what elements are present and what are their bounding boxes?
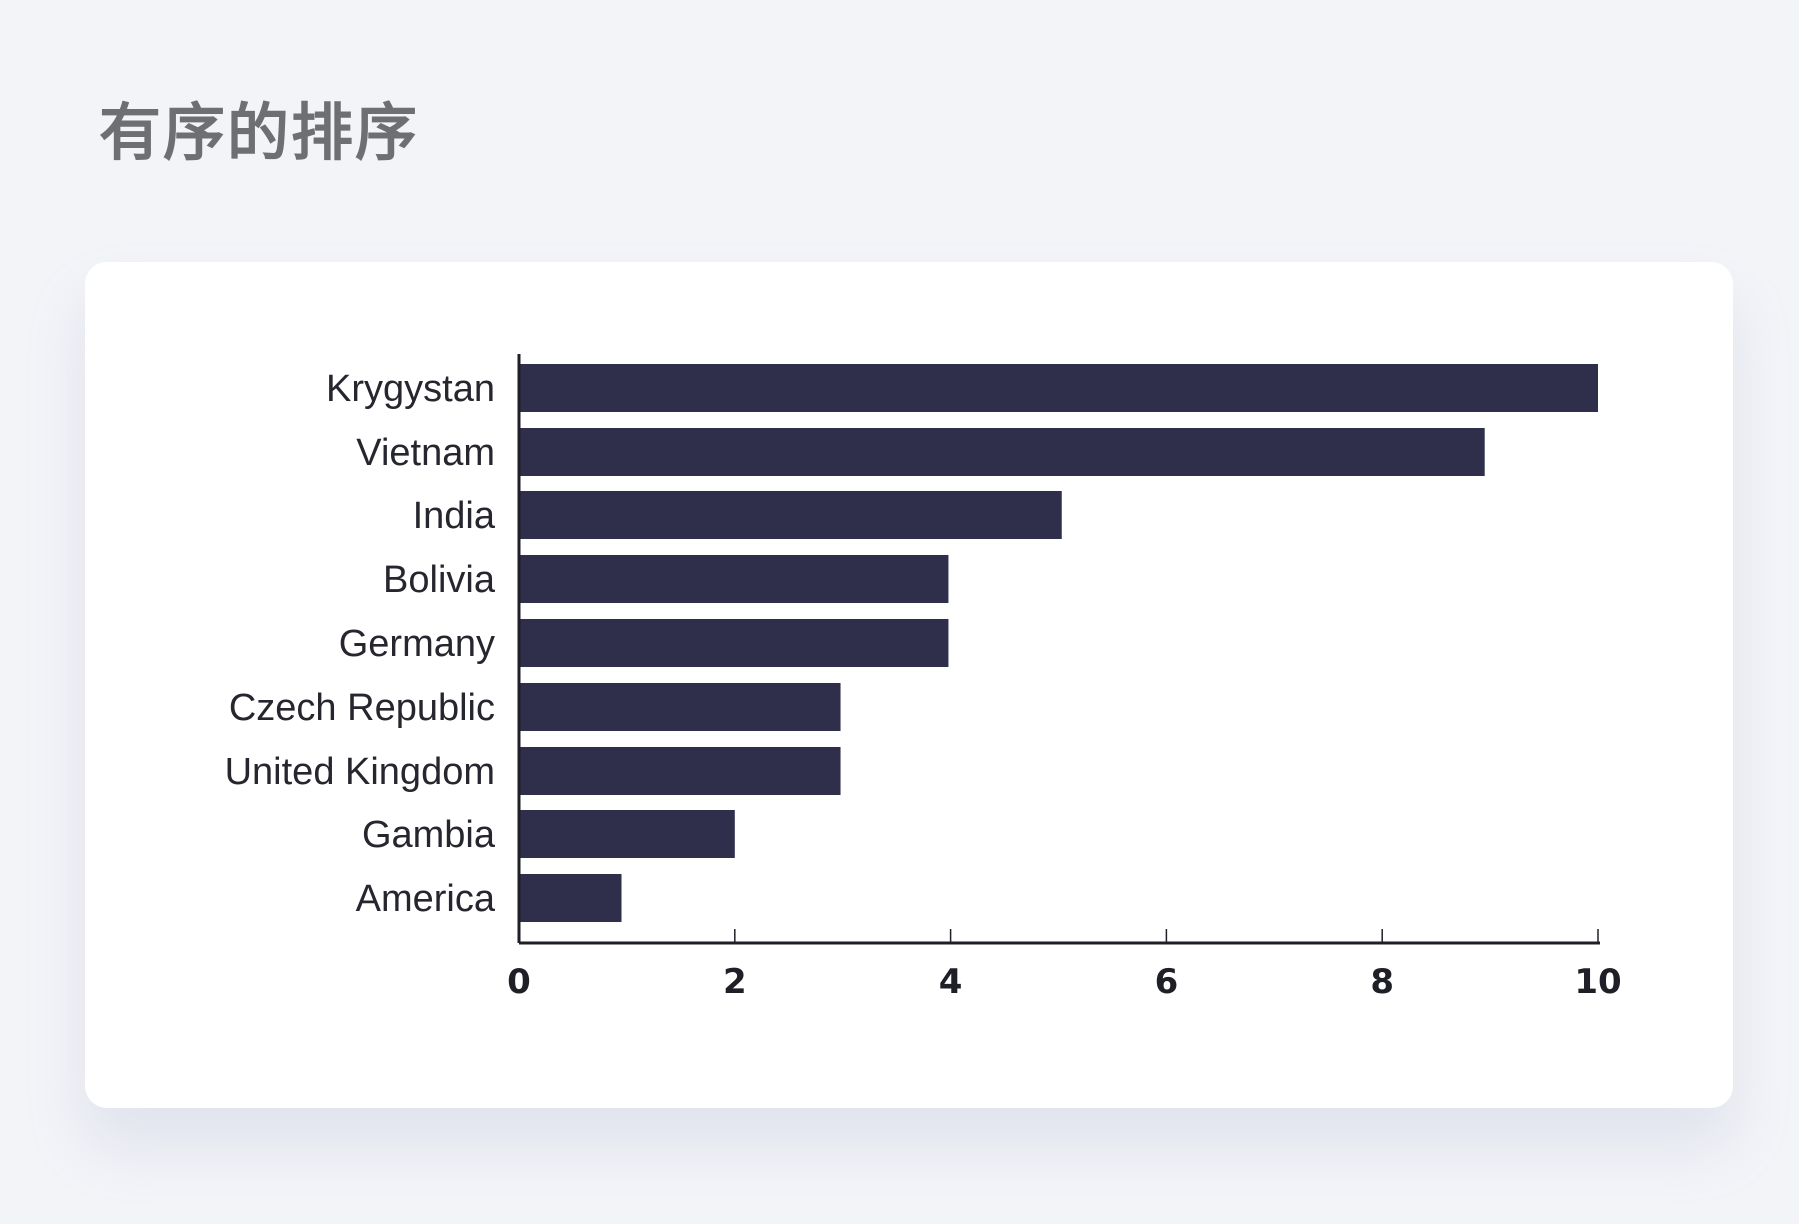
category-label-krygystan: Krygystan [326, 368, 495, 410]
x-tick-label: 0 [507, 962, 531, 1002]
bar-germany [519, 619, 949, 667]
bar-czech-republic [519, 683, 841, 731]
x-tick-label: 6 [1155, 962, 1179, 1002]
bar-america [519, 874, 622, 922]
x-tick-label: 10 [1574, 962, 1621, 1002]
category-labels: Krygystan Vietnam India Bolivia Germany Czech… [225, 368, 496, 920]
chart-card: Krygystan Vietnam India Bolivia Germany Czech… [85, 262, 1733, 1108]
bar-gambia [519, 810, 735, 858]
bars-group [519, 364, 1598, 922]
category-label-germany: Germany [339, 623, 495, 665]
bar-united-kingdom [519, 747, 841, 795]
category-label-india: India [413, 495, 496, 537]
axes [517, 354, 1600, 945]
bar-krygystan [519, 364, 1598, 412]
x-ticks: 0 2 4 6 8 10 [507, 929, 1622, 1002]
category-label-united-kingdom: United Kingdom [225, 751, 495, 793]
bar-bolivia [519, 555, 949, 603]
category-label-czech-republic: Czech Republic [229, 687, 495, 729]
category-label-bolivia: Bolivia [383, 559, 496, 601]
bar-chart: Krygystan Vietnam India Bolivia Germany Czech… [225, 354, 1622, 1002]
category-label-vietnam: Vietnam [356, 432, 495, 474]
x-tick-label: 2 [723, 962, 747, 1002]
category-label-america: America [356, 878, 496, 920]
category-label-gambia: Gambia [362, 814, 496, 856]
x-tick-label: 8 [1370, 962, 1394, 1002]
page-title: 有序的排序 [99, 96, 420, 169]
bar-vietnam [519, 428, 1485, 476]
x-tick-label: 4 [939, 962, 963, 1002]
bar-india [519, 491, 1062, 539]
